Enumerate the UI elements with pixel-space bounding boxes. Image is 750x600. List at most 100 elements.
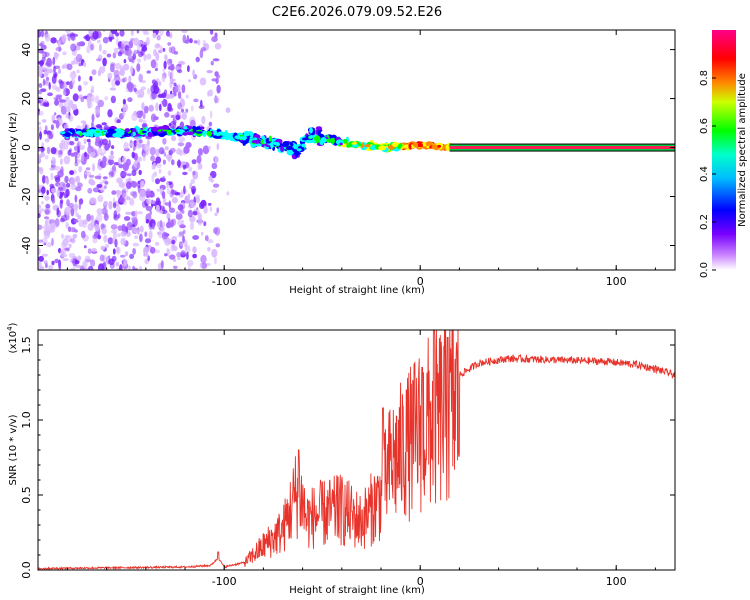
noise-blob xyxy=(102,49,107,55)
noise-blob xyxy=(84,151,87,157)
noise-blob xyxy=(78,165,82,173)
noise-blob xyxy=(164,146,169,151)
noise-blob xyxy=(197,148,203,156)
noise-blob xyxy=(197,211,201,215)
noise-blob xyxy=(148,244,152,250)
noise-blob xyxy=(111,160,115,165)
noise-blob xyxy=(89,75,93,82)
noise-blob xyxy=(40,30,45,38)
noise-blob xyxy=(127,97,133,103)
noise-blob xyxy=(112,52,117,59)
noise-blob xyxy=(150,246,156,254)
noise-blob xyxy=(71,35,76,41)
noise-blob xyxy=(123,63,130,71)
noise-blob xyxy=(169,189,174,198)
noise-blob xyxy=(183,185,186,195)
noise-blob xyxy=(77,182,83,188)
x-tick-label: -100 xyxy=(212,275,237,288)
noise-blob xyxy=(70,259,73,263)
signal-blob xyxy=(296,148,302,152)
noise-blob xyxy=(179,149,183,157)
signal-blob xyxy=(64,132,71,138)
noise-blob xyxy=(111,145,115,150)
noise-blob xyxy=(169,207,175,213)
noise-blob xyxy=(97,39,101,44)
signal-blob xyxy=(132,131,136,137)
signal-blob xyxy=(225,134,230,141)
signal-blob xyxy=(352,143,359,148)
tone-band-core xyxy=(449,146,675,150)
noise-blob xyxy=(104,181,109,185)
noise-blob xyxy=(186,251,189,260)
noise-blob xyxy=(152,32,157,39)
noise-blob xyxy=(54,218,60,228)
noise-blob xyxy=(39,208,45,212)
noise-blob xyxy=(216,142,220,151)
signal-blob xyxy=(437,144,442,148)
noise-blob xyxy=(112,202,117,209)
signal-blob xyxy=(195,131,203,134)
noise-blob xyxy=(41,253,49,257)
colorbar-label: Normalized spectral amplitude xyxy=(737,73,748,227)
y-tick-label: 1.5 xyxy=(20,336,33,354)
noise-blob xyxy=(69,141,75,146)
noise-blob xyxy=(182,235,185,244)
noise-blob xyxy=(40,152,45,158)
noise-blob xyxy=(168,239,172,245)
noise-blob xyxy=(142,156,146,162)
noise-blob xyxy=(175,114,181,121)
noise-blob xyxy=(138,139,143,144)
noise-blob xyxy=(100,245,106,251)
spectrogram-frame xyxy=(37,29,676,271)
y-tick-label: -20 xyxy=(20,188,33,206)
noise-blob xyxy=(139,233,143,243)
noise-blob xyxy=(45,76,50,82)
noise-blob xyxy=(38,147,42,152)
noise-blob xyxy=(152,83,157,90)
signal-blob xyxy=(315,126,323,131)
noise-blob xyxy=(177,69,183,74)
noise-blob xyxy=(54,99,60,106)
noise-blob xyxy=(150,155,156,162)
noise-blob xyxy=(38,266,45,270)
noise-blob xyxy=(102,57,107,67)
noise-blob xyxy=(108,171,115,176)
noise-blob xyxy=(133,267,138,270)
signal-blob xyxy=(251,140,258,144)
noise-blob xyxy=(38,89,43,95)
noise-blob xyxy=(190,201,197,208)
noise-blob xyxy=(144,105,149,114)
signal-blob xyxy=(301,143,306,148)
noise-blob xyxy=(114,190,122,195)
noise-blob xyxy=(164,202,170,206)
noise-blob xyxy=(89,197,96,205)
noise-blob xyxy=(195,194,200,199)
noise-blob xyxy=(138,73,143,83)
noise-blob xyxy=(78,202,82,210)
noise-blob xyxy=(177,204,184,211)
noise-blob xyxy=(106,53,112,58)
noise-blob xyxy=(214,42,222,50)
noise-blob xyxy=(173,82,177,87)
noise-blob xyxy=(167,65,175,71)
noise-blob xyxy=(169,254,176,260)
noise-blob xyxy=(152,222,155,230)
noise-blob xyxy=(69,71,77,79)
noise-blob xyxy=(209,30,214,35)
noise-blob xyxy=(161,231,168,240)
noise-blob xyxy=(188,166,193,172)
signal-blob xyxy=(445,144,450,150)
noise-blob xyxy=(182,34,187,44)
noise-blob xyxy=(74,206,78,213)
noise-blob xyxy=(38,126,42,132)
signal-blob xyxy=(147,131,153,137)
noise-blob xyxy=(178,136,186,143)
noise-blob xyxy=(130,65,134,75)
noise-blob xyxy=(38,184,42,191)
signal-blob xyxy=(124,128,130,133)
signal-blob xyxy=(255,143,262,147)
noise-blob xyxy=(99,43,102,52)
noise-blob xyxy=(111,190,117,195)
noise-blob xyxy=(91,69,97,76)
noise-blob xyxy=(133,230,141,234)
